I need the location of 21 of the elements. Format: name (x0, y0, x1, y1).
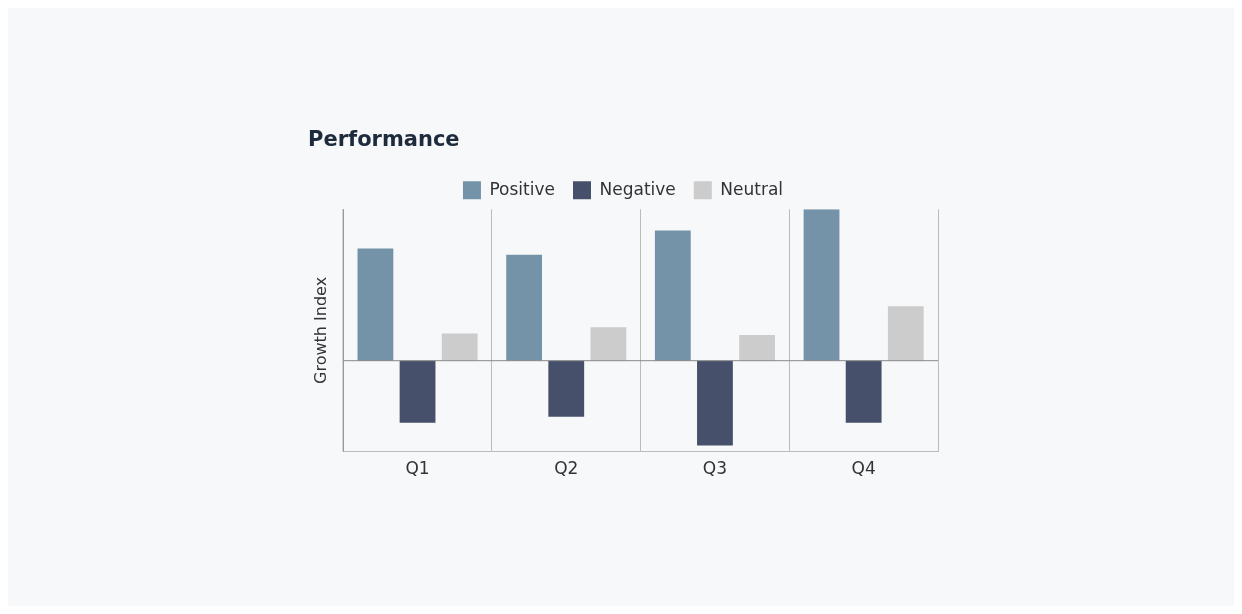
chart-title: Performance (308, 127, 460, 152)
legend-label: Negative (599, 178, 676, 199)
bar (441, 333, 478, 361)
bar (887, 306, 924, 361)
x-tick-label: Q1 (405, 458, 430, 479)
x-tick-label: Q3 (702, 458, 728, 479)
x-tick-label: Q4 (851, 458, 876, 479)
bar (590, 327, 627, 361)
bar (548, 360, 585, 417)
bar (357, 248, 394, 361)
bar (697, 360, 733, 446)
bar (654, 230, 691, 361)
bar (739, 334, 775, 361)
bar (506, 254, 543, 361)
y-axis-title: Growth Index (310, 276, 330, 384)
bar (399, 360, 436, 423)
legend-label: Neutral (720, 178, 784, 199)
bar (803, 209, 840, 361)
x-tick-label: Q2 (554, 458, 579, 479)
legend-label: Positive (489, 178, 556, 199)
bar (845, 360, 882, 423)
